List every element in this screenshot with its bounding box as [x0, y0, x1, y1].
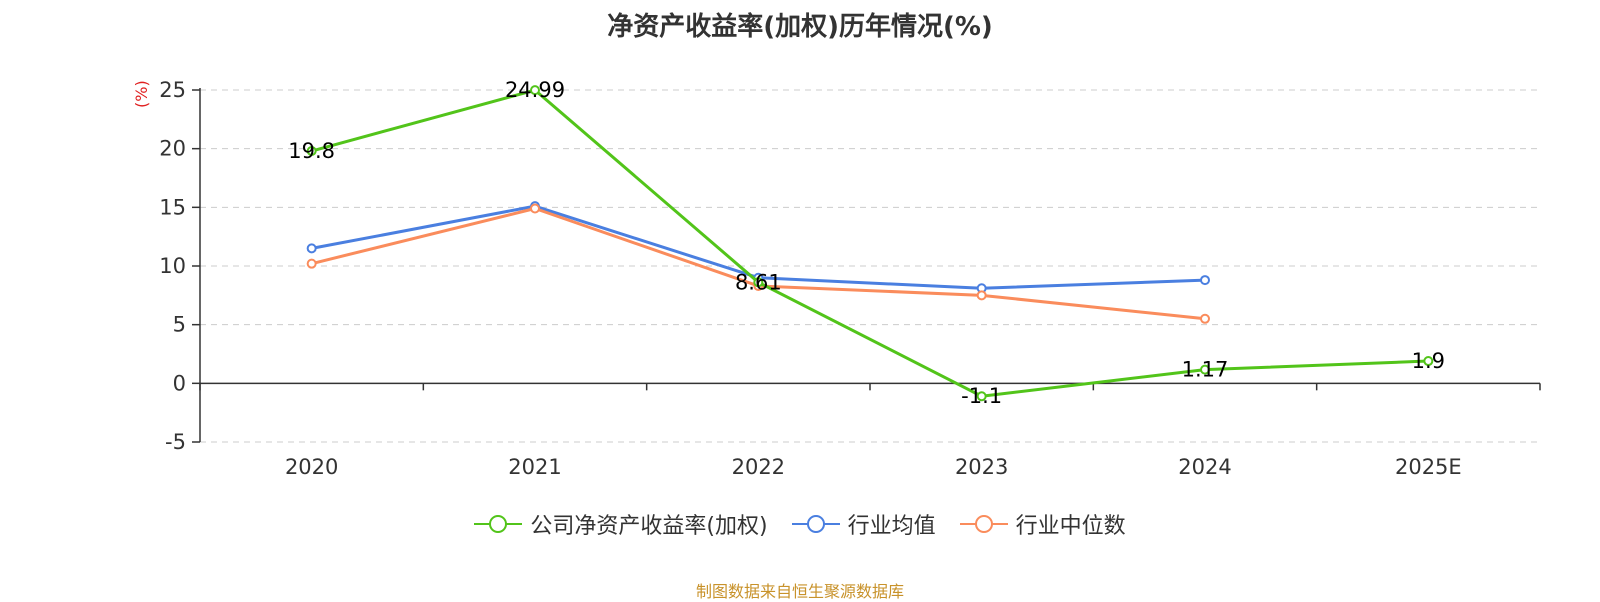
x-tick-label: 2024 — [1178, 455, 1231, 479]
data-point — [530, 85, 540, 96]
legend-marker-industry-median-icon — [959, 515, 1008, 533]
legend-marker-industry-mean-icon — [791, 515, 840, 533]
axes: 25 20 15 10 5 0 -5 2020 2021 2022 2023 2024 2025E — [159, 78, 1541, 479]
data-point — [530, 203, 540, 214]
series-line — [311, 207, 1206, 321]
legend-label-industry-median: 行业中位数 — [1015, 514, 1126, 539]
legend-item-industry-median[interactable]: 行业中位数 — [959, 508, 1126, 540]
data-point — [1200, 313, 1210, 324]
legend-item-industry-mean[interactable]: 行业均值 — [791, 508, 936, 540]
legend-label-industry-mean: 行业均值 — [847, 514, 936, 539]
x-tick-label: 2023 — [955, 455, 1008, 479]
data-point — [1200, 275, 1210, 286]
y-tick-label: 10 — [159, 254, 186, 278]
x-tick-label: 2022 — [732, 455, 785, 479]
legend-item-company[interactable]: 公司净资产收益率(加权) — [474, 508, 768, 540]
data-label: -1.1 — [961, 384, 1002, 408]
data-label: 8.61 — [735, 270, 782, 294]
legend: 公司净资产收益率(加权) 行业均值 行业中位数 — [0, 508, 1600, 540]
data-point — [1200, 364, 1210, 375]
series-line — [311, 88, 1429, 398]
data-point — [306, 243, 317, 254]
grid-lines — [200, 89, 1540, 443]
y-tick-label: 25 — [159, 78, 186, 102]
y-tick-label: 20 — [159, 137, 186, 161]
data-point — [753, 277, 764, 288]
data-label: 1.17 — [1182, 358, 1229, 382]
data-point — [306, 258, 317, 269]
y-tick-label: 5 — [173, 313, 186, 337]
data-label: 1.9 — [1412, 349, 1445, 373]
data-point — [1423, 356, 1434, 367]
x-tick-label: 2021 — [508, 455, 561, 479]
data-point — [976, 391, 987, 402]
series-lines — [306, 85, 1434, 402]
x-tick-label: 2020 — [285, 455, 338, 479]
data-point — [306, 146, 317, 157]
y-tick-label: 15 — [159, 195, 186, 219]
chart-title: 净资产收益率(加权)历年情况(%) — [607, 12, 993, 42]
y-tick-label: -5 — [165, 430, 186, 454]
data-label: 19.8 — [288, 139, 335, 163]
legend-label-company: 公司净资产收益率(加权) — [530, 514, 768, 539]
data-source-note: 制图数据来自恒生聚源数据库 — [695, 582, 904, 601]
legend-marker-company-icon — [474, 515, 523, 533]
data-label: 24.99 — [505, 78, 565, 102]
data-labels: 19.8 24.99 8.61 -1.1 1.17 1.9 — [288, 78, 1445, 408]
y-tick-label: 0 — [173, 371, 186, 395]
data-point — [976, 290, 987, 301]
line-chart: 25 20 15 10 5 0 -5 2020 2021 2022 2023 2024 2025E 19… — [159, 78, 1541, 479]
x-tick-label: 2025E — [1395, 455, 1462, 479]
